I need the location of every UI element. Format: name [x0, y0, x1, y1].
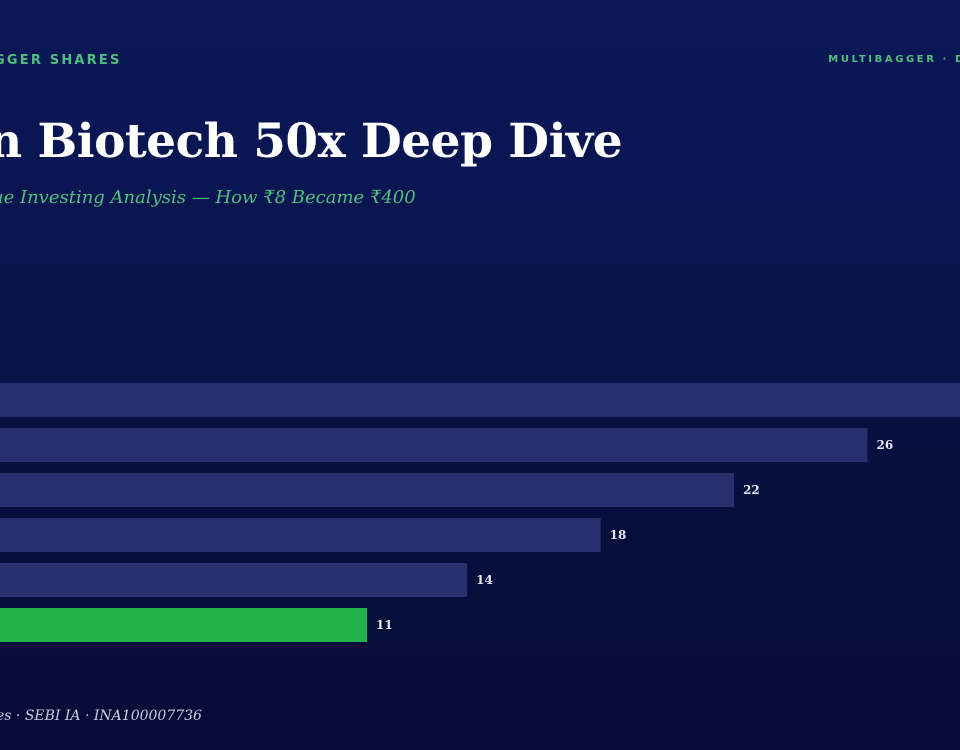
- brand-right: MULTIBAGGER · D: [828, 54, 960, 65]
- page-title: n Biotech 50x Deep Dive: [0, 114, 623, 169]
- brand-left: GGER SHARES: [0, 53, 122, 68]
- bar-value-label: 11: [376, 618, 393, 632]
- bar-highlight: [0, 608, 368, 642]
- bar: [0, 383, 960, 417]
- bar-value-label: 14: [476, 573, 493, 587]
- footer-note: es · SEBI IA · INA100007736: [0, 708, 202, 724]
- bar: [0, 428, 868, 462]
- bar: [0, 563, 468, 597]
- bar-value-label: 26: [877, 438, 894, 452]
- bar-value-label: 18: [610, 528, 627, 542]
- page-subtitle: ue Investing Analysis — How ₹8 Became ₹4…: [0, 187, 416, 208]
- bar-value-label: 22: [743, 483, 760, 497]
- bar: [0, 518, 601, 552]
- bar: [0, 473, 735, 507]
